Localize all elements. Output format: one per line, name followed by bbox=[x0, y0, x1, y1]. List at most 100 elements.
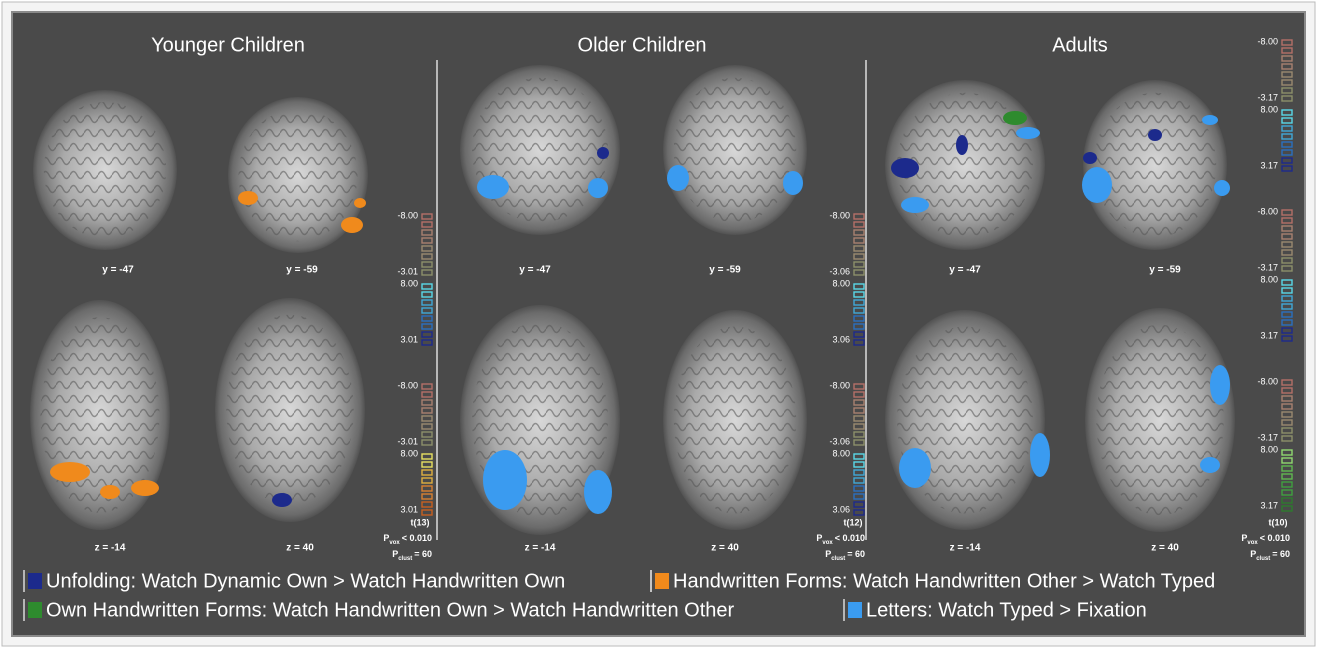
colorbar-label: 8.00 bbox=[400, 278, 418, 288]
slice-label: y = -47 bbox=[519, 265, 551, 276]
slice-label: z = 40 bbox=[1151, 543, 1179, 554]
slice-label: y = -47 bbox=[102, 265, 134, 276]
panel-title: Adults bbox=[1052, 34, 1108, 56]
threshold-subscript: vox bbox=[389, 540, 400, 546]
slice-label: y = -59 bbox=[1149, 265, 1181, 276]
colorbar-label: -3.06 bbox=[829, 436, 850, 446]
brain-folds bbox=[226, 315, 354, 505]
threshold-subscript: vox bbox=[1247, 540, 1258, 546]
activation bbox=[238, 191, 258, 205]
brain-folds bbox=[674, 327, 796, 514]
legend-swatch bbox=[848, 602, 862, 618]
brain-folds bbox=[472, 78, 608, 223]
colorbar-label: 3.06 bbox=[832, 504, 850, 514]
legend-label: Own Handwritten Forms: Watch Handwritten… bbox=[46, 599, 735, 621]
colorbar-label: -3.01 bbox=[397, 436, 418, 446]
threshold-subscript: clust bbox=[831, 556, 845, 562]
colorbar-label: 3.17 bbox=[1260, 330, 1278, 340]
threshold-subscript: vox bbox=[822, 540, 833, 546]
colorbar-label: -8.00 bbox=[829, 210, 850, 220]
legend-label: Unfolding: Watch Dynamic Own > Watch Han… bbox=[46, 570, 565, 592]
activation bbox=[899, 448, 931, 488]
colorbar-label: -3.17 bbox=[1257, 262, 1278, 272]
colorbar-label: 8.00 bbox=[1260, 444, 1278, 454]
threshold-text: = 60 bbox=[847, 549, 865, 559]
legend-swatch bbox=[655, 573, 669, 589]
activation bbox=[783, 171, 803, 195]
slice-label: y = -59 bbox=[709, 265, 741, 276]
threshold-subscript: clust bbox=[1256, 556, 1270, 562]
brain-folds bbox=[1096, 325, 1224, 515]
activation bbox=[1003, 111, 1027, 125]
threshold-text: = 60 bbox=[1272, 549, 1290, 559]
activation bbox=[1148, 129, 1162, 141]
stat-label: t(13) bbox=[410, 517, 429, 527]
activation bbox=[100, 485, 120, 499]
colorbar-label: 8.00 bbox=[1260, 274, 1278, 284]
legend-label: Handwritten Forms: Watch Handwritten Oth… bbox=[673, 570, 1215, 592]
slice-label: z = -14 bbox=[525, 543, 556, 554]
threshold-subscript: clust bbox=[398, 556, 412, 562]
threshold-text: = 60 bbox=[414, 549, 432, 559]
activation bbox=[477, 175, 509, 199]
activation bbox=[131, 480, 159, 496]
colorbar-label: -3.06 bbox=[829, 266, 850, 276]
slice-label: z = 40 bbox=[286, 543, 314, 554]
slice-label: y = -59 bbox=[286, 265, 318, 276]
activation bbox=[1082, 167, 1112, 203]
legend-swatch bbox=[28, 602, 42, 618]
colorbar-label: -8.00 bbox=[829, 380, 850, 390]
colorbar-label: 8.00 bbox=[832, 278, 850, 288]
threshold-text: < 0.010 bbox=[835, 533, 865, 543]
colorbar-label: 3.17 bbox=[1260, 160, 1278, 170]
colorbar-label: -3.01 bbox=[397, 266, 418, 276]
slice-label: z = -14 bbox=[95, 543, 126, 554]
activation bbox=[354, 198, 366, 208]
activation bbox=[667, 165, 689, 191]
activation bbox=[341, 217, 363, 233]
activation bbox=[1202, 115, 1218, 125]
activation bbox=[50, 462, 90, 482]
activation bbox=[597, 147, 609, 159]
colorbar-label: -3.17 bbox=[1257, 92, 1278, 102]
colorbar-label: 8.00 bbox=[400, 448, 418, 458]
stat-label: t(12) bbox=[843, 517, 862, 527]
activation bbox=[1016, 127, 1040, 139]
slice-label: z = 40 bbox=[711, 543, 739, 554]
slice-label: z = -14 bbox=[950, 543, 981, 554]
activation bbox=[588, 178, 608, 198]
activation bbox=[1210, 365, 1230, 405]
activation bbox=[483, 450, 527, 510]
activation bbox=[1200, 457, 1220, 473]
activation bbox=[1083, 152, 1097, 164]
colorbar-label: -8.00 bbox=[397, 380, 418, 390]
activation bbox=[956, 135, 968, 155]
figure: Younger Children y = -47 y = -59 z = -14 z =… bbox=[0, 0, 1317, 648]
colorbar-label: -8.00 bbox=[397, 210, 418, 220]
colorbar-label: -8.00 bbox=[1257, 376, 1278, 386]
colorbar-label: 3.01 bbox=[400, 334, 418, 344]
colorbar-label: 8.00 bbox=[832, 448, 850, 458]
activation bbox=[901, 197, 929, 213]
activation bbox=[584, 470, 612, 514]
threshold-text: < 0.010 bbox=[402, 533, 432, 543]
activation bbox=[891, 158, 919, 178]
legend-label: Letters: Watch Typed > Fixation bbox=[866, 599, 1147, 621]
legend-swatch bbox=[28, 573, 42, 589]
panel-title: Younger Children bbox=[151, 34, 305, 56]
slice-label: y = -47 bbox=[949, 265, 981, 276]
threshold-text: < 0.010 bbox=[1260, 533, 1290, 543]
colorbar-label: 3.17 bbox=[1260, 500, 1278, 510]
brain-folds bbox=[44, 102, 166, 238]
colorbar-label: 3.01 bbox=[400, 504, 418, 514]
colorbar-label: -8.00 bbox=[1257, 206, 1278, 216]
brain-folds bbox=[674, 78, 796, 223]
brain-folds bbox=[1094, 93, 1216, 238]
panel-title: Older Children bbox=[578, 34, 707, 56]
colorbar-label: -3.17 bbox=[1257, 432, 1278, 442]
activation bbox=[1214, 180, 1230, 196]
colorbar-label: 3.06 bbox=[832, 334, 850, 344]
activation bbox=[272, 493, 292, 507]
stat-label: t(10) bbox=[1268, 517, 1287, 527]
activation bbox=[1030, 433, 1050, 477]
